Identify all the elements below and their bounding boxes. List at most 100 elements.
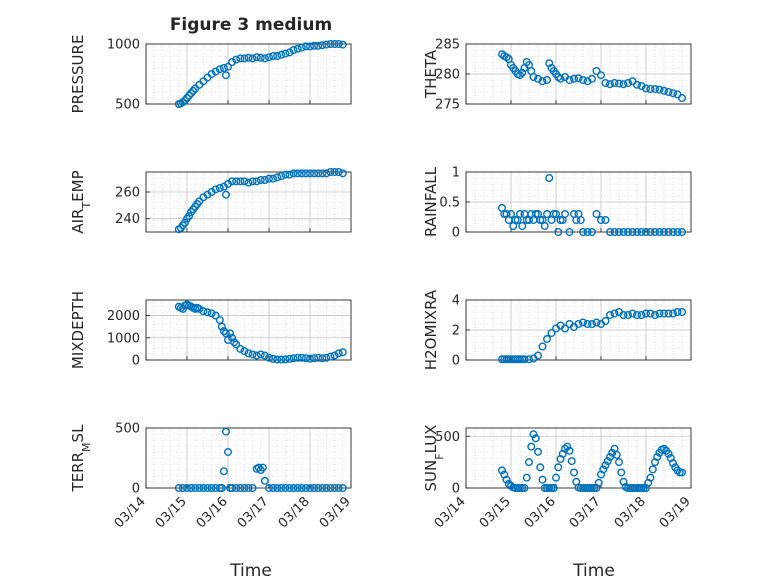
y-label-main: TERR (69, 452, 87, 493)
data-point (502, 53, 511, 62)
x-tick-label: 03/14 (112, 494, 149, 531)
data-series (174, 40, 347, 108)
data-point (664, 309, 673, 318)
data-point (297, 484, 306, 493)
data-point (285, 48, 294, 57)
y-label-subscript: F (433, 453, 446, 459)
data-point (516, 209, 525, 218)
data-point (301, 42, 310, 51)
data-series (498, 50, 687, 102)
data-point (655, 227, 664, 236)
data-point (236, 484, 245, 493)
data-point (338, 40, 347, 49)
data-point (260, 476, 269, 485)
data-point (223, 448, 232, 457)
data-point (673, 227, 682, 236)
data-point (273, 52, 282, 61)
data-point (633, 311, 642, 320)
data-point (199, 484, 208, 493)
data-point (195, 484, 204, 493)
data-point (646, 473, 655, 482)
data-point (306, 42, 315, 51)
xlabel-right: Time (572, 561, 615, 581)
data-series (498, 308, 687, 364)
data-point (273, 173, 282, 182)
data-point (293, 484, 302, 493)
data-point (187, 484, 196, 493)
y-tick-label: 275 (435, 98, 460, 113)
data-point (306, 354, 315, 363)
data-point (536, 463, 545, 472)
data-point (520, 355, 529, 364)
data-point (338, 348, 347, 357)
data-point (574, 320, 583, 329)
y-tick-label: 0 (132, 482, 140, 497)
data-point (277, 50, 286, 59)
data-point (322, 353, 331, 362)
data-point (256, 350, 265, 359)
data-point (606, 452, 615, 461)
data-point (534, 351, 543, 360)
data-point (531, 434, 540, 443)
minor-grid (146, 300, 351, 360)
subplot-5: 0 1000 2000 MIXDEPTH (69, 291, 352, 369)
data-point (561, 209, 570, 218)
data-point (232, 55, 241, 64)
y-tick-label: 1000 (107, 331, 140, 346)
data-point (646, 84, 655, 93)
y-axis-label: MIXDEPTH (69, 291, 87, 369)
data-point (256, 53, 265, 62)
data-point (664, 227, 673, 236)
data-point (583, 77, 592, 86)
y-tick-label: 280 (435, 68, 460, 83)
data-point (525, 355, 534, 364)
data-point (615, 227, 624, 236)
data-point (601, 317, 610, 326)
data-point (570, 74, 579, 83)
data-point (678, 468, 687, 477)
data-point (642, 84, 651, 93)
data-point (260, 351, 269, 360)
data-point (624, 227, 633, 236)
data-point (669, 309, 678, 318)
data-point (522, 473, 531, 482)
axes-box (145, 43, 352, 105)
data-point (215, 65, 224, 74)
data-point (516, 71, 525, 80)
data-point (545, 59, 554, 68)
data-point (207, 484, 216, 493)
data-point (583, 227, 592, 236)
minor-grid (146, 428, 351, 488)
data-point (215, 183, 224, 192)
data-point (673, 466, 682, 475)
y-label-main: AIR (69, 209, 87, 234)
data-point (228, 58, 237, 67)
data-point (637, 227, 646, 236)
data-point (318, 169, 327, 178)
data-point (579, 227, 588, 236)
y-tick-label: 1 (452, 166, 460, 181)
y-tick-label: 1000 (107, 38, 140, 53)
data-point (240, 347, 249, 356)
data-point (588, 227, 597, 236)
data-point (330, 484, 339, 493)
y-tick-label: 2000 (107, 309, 140, 324)
data-point (612, 450, 621, 459)
data-point (338, 484, 347, 493)
data-series (498, 173, 687, 236)
data-point (520, 484, 529, 493)
data-point (217, 484, 226, 493)
data-point (678, 93, 687, 102)
data-point (306, 484, 315, 493)
subplot-4: 0 0.5 1 RAINFALL (422, 166, 692, 241)
data-point (269, 484, 278, 493)
data-point (211, 67, 220, 76)
data-point (240, 54, 249, 63)
x-tick-label: 03/14 (432, 494, 469, 531)
data-point (574, 74, 583, 83)
data-point (606, 227, 615, 236)
data-point (322, 169, 331, 178)
data-point (603, 457, 612, 466)
data-point (592, 318, 601, 327)
y-tick-label: 260 (115, 186, 140, 201)
